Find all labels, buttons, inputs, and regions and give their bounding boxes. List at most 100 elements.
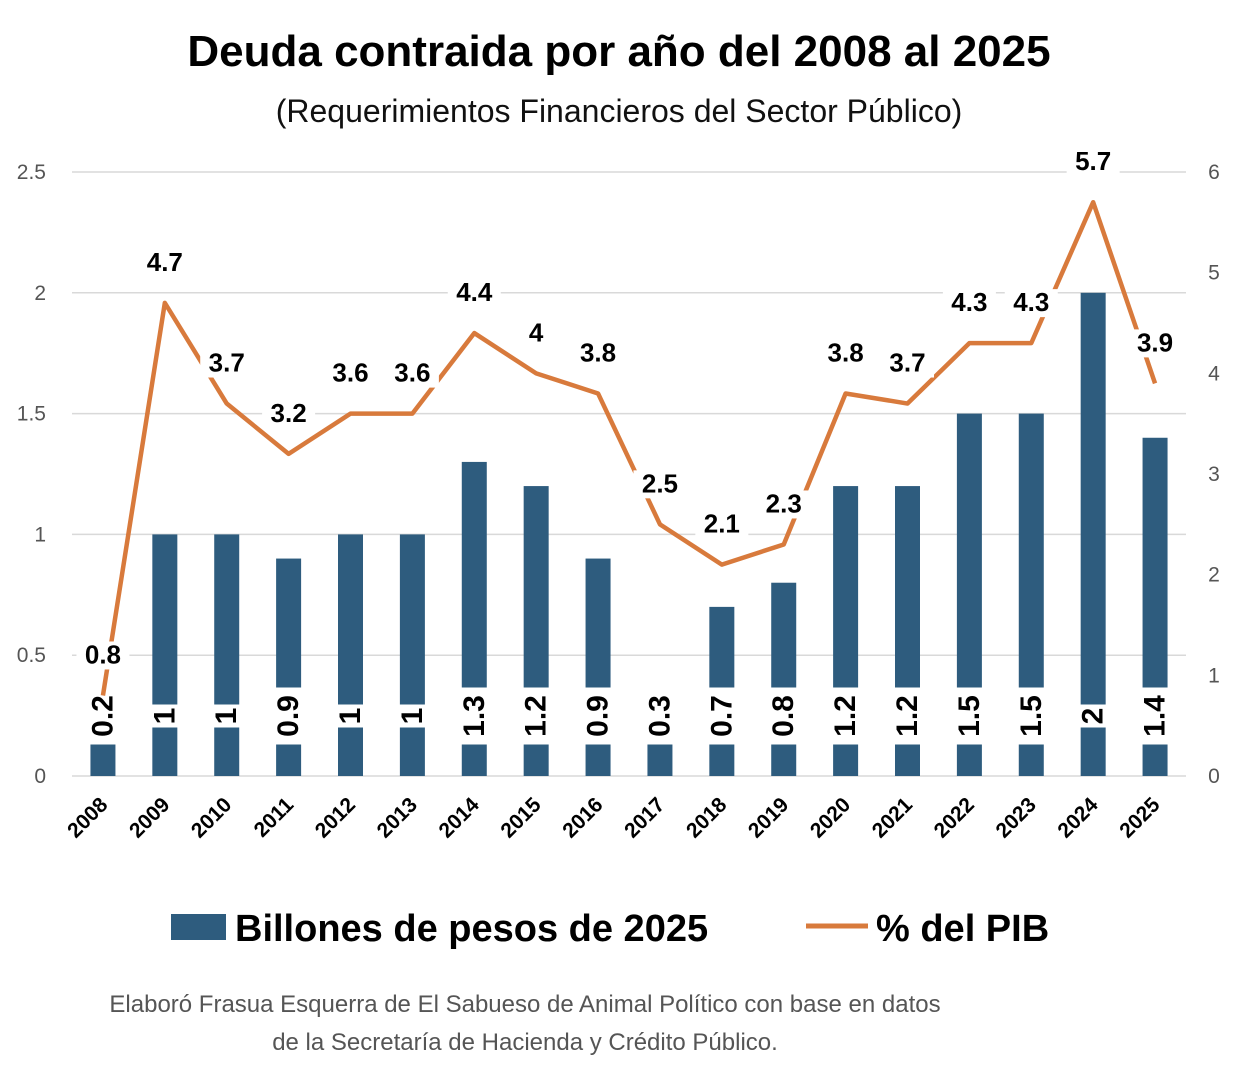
bar-label-background	[576, 687, 621, 745]
line-label-background	[942, 289, 996, 318]
bar-data-label: 1	[148, 708, 181, 725]
bar-label-background	[328, 704, 373, 728]
bar-data-label: 2	[1077, 708, 1110, 725]
line-data-label: 3.2	[271, 398, 307, 428]
line-label-background	[200, 349, 254, 378]
line-label-background	[385, 359, 439, 388]
bar-label-background	[885, 687, 930, 745]
left-axis-ticks: 0 0.5 1 1.5 2 2.5	[17, 161, 46, 788]
right-tick-label: 1	[1208, 664, 1220, 687]
bar-label-background	[1009, 687, 1054, 745]
x-tick-label: 2008	[63, 793, 113, 843]
right-tick-label: 6	[1208, 161, 1220, 184]
x-tick-label: 2013	[373, 793, 422, 842]
line-label-background	[524, 319, 548, 348]
chart-title: Deuda contraida por año del 2008 al 2025	[187, 27, 1050, 76]
bar-data-label: 0.8	[767, 695, 800, 737]
line-data-label: 4.3	[1013, 287, 1049, 317]
line-label-background	[757, 490, 811, 519]
line-data-label: 3.7	[209, 348, 245, 378]
line-label-background	[881, 349, 934, 378]
pib-line	[100, 199, 1158, 696]
line-data-label: 2.5	[642, 468, 678, 498]
x-tick-label: 2014	[435, 793, 485, 843]
line-data-label: 4.3	[951, 287, 987, 317]
left-tick-label: 1.5	[17, 403, 46, 426]
bar-data-label: 1	[396, 708, 429, 725]
bar-label-background	[266, 687, 311, 745]
legend-bar-swatch	[171, 914, 226, 940]
bar-data-label: 1.2	[520, 695, 553, 737]
x-tick-label: 2024	[1053, 793, 1103, 843]
source-line-2: de la Secretaría de Hacienda y Crédito P…	[272, 1029, 778, 1056]
grid-lines	[72, 171, 1186, 777]
left-tick-label: 0	[34, 765, 46, 788]
line-data-label: 3.9	[1137, 327, 1173, 357]
line-data-label: 4.4	[456, 277, 493, 307]
bar-data-label: 0.2	[86, 695, 119, 737]
right-tick-label: 0	[1208, 765, 1220, 788]
left-tick-label: 0.5	[17, 644, 46, 667]
bar	[152, 534, 178, 776]
legend: Billones de pesos de 2025 % del PIB	[171, 908, 1049, 950]
left-tick-label: 1	[34, 523, 46, 546]
left-tick-label: 2	[34, 282, 46, 305]
line-label-background	[1128, 329, 1182, 358]
line-data-label: 3.8	[828, 337, 864, 367]
line-label-background	[1066, 148, 1120, 177]
left-tick-label: 2.5	[17, 161, 46, 184]
legend-line-label: % del PIB	[876, 908, 1049, 950]
bar-label-background	[637, 687, 682, 745]
line-label-background	[76, 641, 130, 670]
bar-label-background	[1071, 704, 1116, 728]
x-tick-label: 2010	[187, 793, 236, 842]
x-tick-label: 2015	[496, 793, 546, 843]
bar	[214, 534, 240, 776]
bar-data-label: 0.9	[582, 695, 615, 737]
bar	[399, 534, 425, 776]
bar-data-label: 1.4	[1139, 695, 1172, 737]
line-data-label: 3.6	[332, 358, 368, 388]
line-data-label: 2.1	[704, 509, 740, 539]
line-label-background	[324, 359, 377, 388]
bar-label-background	[514, 687, 559, 745]
bar-label-background	[452, 687, 497, 745]
bar	[1080, 292, 1106, 776]
line-label-background	[1004, 289, 1058, 318]
bar-data-label: 1.2	[891, 695, 924, 737]
bar-data-label: 1.2	[829, 695, 862, 737]
line-data-label: 4.7	[147, 247, 183, 277]
bar-series: 0.2 1 1 0.9 1 1 1.3 1.2 0.9 0.3 0.7 0.8 1.2 1.2 1.5 1.5…	[80, 292, 1178, 776]
line-data-label: 3.6	[394, 358, 430, 388]
x-axis-ticks: 2008 2009 2010 2011 2012 2013 2014 2015 2016 2017…	[63, 793, 1165, 843]
line-data-label: 2.3	[766, 488, 802, 518]
bar-label-background	[204, 704, 249, 728]
bar-data-label: 0.9	[272, 695, 305, 737]
right-tick-label: 3	[1208, 463, 1220, 486]
line-data-label: 3.8	[580, 337, 616, 367]
bar-data-label: 1.3	[458, 695, 491, 737]
line-data-label: 0.8	[85, 639, 121, 669]
bar-label-background	[761, 687, 806, 745]
bar-label-background	[823, 687, 868, 745]
x-tick-label: 2018	[682, 793, 732, 843]
bar-label-background	[947, 687, 992, 745]
bar	[771, 582, 797, 776]
line-label-background	[695, 510, 749, 539]
bar-label-background	[390, 704, 435, 728]
x-tick-label: 2020	[806, 793, 855, 842]
line-data-label: 3.7	[889, 348, 925, 378]
bar-data-label: 0.3	[643, 695, 676, 737]
x-tick-label: 2016	[558, 793, 607, 842]
bar-data-label: 1	[334, 708, 367, 725]
line-label-background	[633, 470, 687, 499]
line-label-background	[571, 339, 625, 368]
line-series: 0.8 4.7 3.7 3.2 3.6 3.6 4.4 4 3.8 2.5 2.1 2.3 3.8 3.7…	[76, 146, 1182, 696]
x-tick-label: 2012	[311, 793, 360, 842]
x-tick-label: 2019	[744, 793, 793, 842]
bar-data-label: 1.5	[1015, 695, 1048, 737]
chart-subtitle: (Requerimientos Financieros del Sector P…	[276, 93, 963, 129]
x-tick-label: 2022	[930, 793, 979, 842]
x-tick-label: 2011	[250, 793, 299, 842]
